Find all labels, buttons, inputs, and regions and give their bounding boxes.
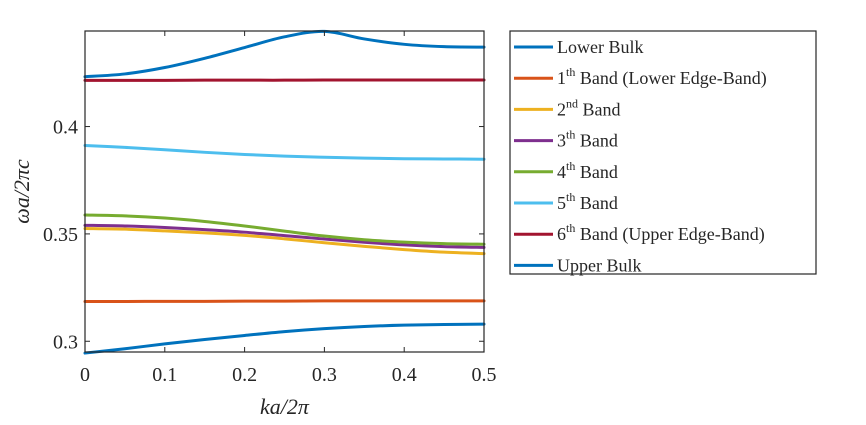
legend-label-superscript: th (566, 221, 575, 235)
legend-label-superscript: nd (566, 96, 578, 110)
legend-label-rest: Band (Upper Edge-Band) (575, 224, 764, 245)
x-tick-label: 0.4 (392, 364, 417, 386)
x-tick-label: 0.5 (472, 364, 497, 386)
series-line-6 (85, 145, 484, 159)
legend-label-superscript: th (566, 159, 575, 173)
x-axis-label: ka/2π (260, 394, 310, 419)
series-line-1 (85, 31, 484, 76)
legend-label-main: 3 (557, 131, 566, 151)
y-tick-label: 0.3 (53, 331, 78, 353)
legend-label-superscript: th (566, 190, 575, 204)
x-tick-label: 0 (80, 364, 90, 386)
legend-label: Lower Bulk (557, 37, 643, 57)
series-line-2 (85, 301, 484, 302)
legend-label: Upper Bulk (557, 255, 642, 275)
x-tick-label: 0.1 (152, 364, 177, 386)
legend-label: 1th Band (Lower Edge-Band) (557, 65, 767, 89)
legend-label: 6th Band (Upper Edge-Band) (557, 221, 765, 245)
x-tick-label: 0.3 (312, 364, 337, 386)
y-tick-label: 0.35 (43, 224, 78, 246)
legend-label-superscript: th (566, 128, 575, 142)
legend-label-rest: Band (578, 99, 621, 119)
series-line-8 (85, 324, 484, 353)
legend-label-main: Lower Bulk (557, 37, 643, 57)
series-layer (85, 31, 484, 353)
y-axis-label: ωa/2πc (9, 159, 34, 224)
legend-label-main: Upper Bulk (557, 255, 642, 275)
legend-label-superscript: th (566, 65, 575, 79)
legend-label-main: 5 (557, 193, 566, 213)
legend-label-rest: Band (Lower Edge-Band) (575, 68, 766, 89)
legend-label-main: 1 (557, 68, 566, 88)
legend-label-rest: Band (575, 193, 618, 213)
legend-label-main: 6 (557, 224, 566, 244)
legend-label-rest: Band (575, 162, 618, 182)
y-tick-label: 0.4 (53, 117, 78, 139)
legend-label-main: 2 (557, 99, 566, 119)
x-tick-label: 0.2 (232, 364, 257, 386)
legend-label-main: 4 (557, 162, 566, 182)
legend-label-rest: Band (575, 131, 618, 151)
